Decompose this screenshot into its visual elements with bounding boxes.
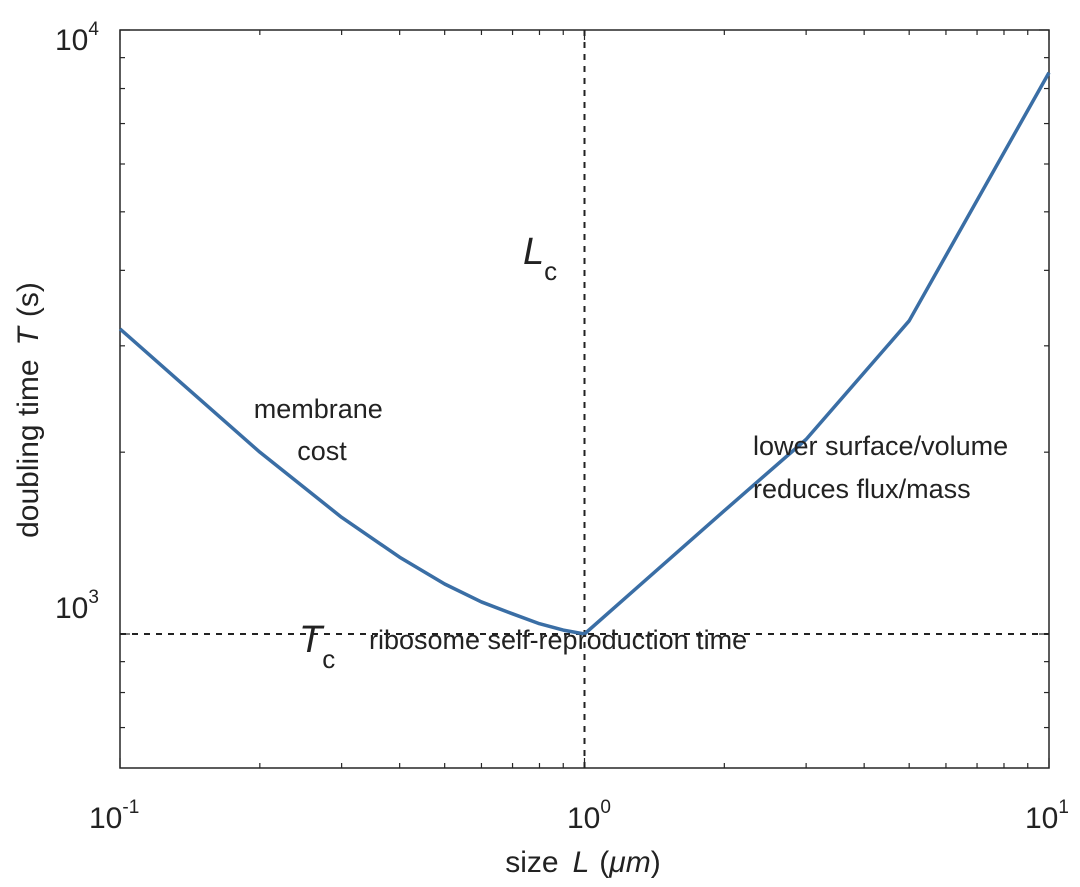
x-tick-label: 100 (567, 797, 611, 835)
critical-size-label: Lc (523, 231, 557, 286)
x-tick-label: 101 (1025, 797, 1069, 835)
critical-time-label: Tc (299, 619, 335, 674)
y-tick-label: 103 (55, 587, 99, 625)
membrane-cost-annotation: membrane cost (254, 394, 391, 466)
x-tick-label: 10-1 (89, 797, 139, 835)
x-axis-label: size L (μm) (505, 846, 660, 879)
y-tick-label: 104 (55, 19, 99, 57)
surface-volume-annotation: lower surface/volume reduces flux/mass (753, 431, 1016, 504)
y-axis-label: doubling timeT(s) (12, 282, 45, 538)
ribosome-time-annotation: ribosome self-reproduction time (369, 625, 747, 655)
minor-ticks (120, 30, 1049, 768)
doubling-time-curve (118, 71, 1051, 636)
